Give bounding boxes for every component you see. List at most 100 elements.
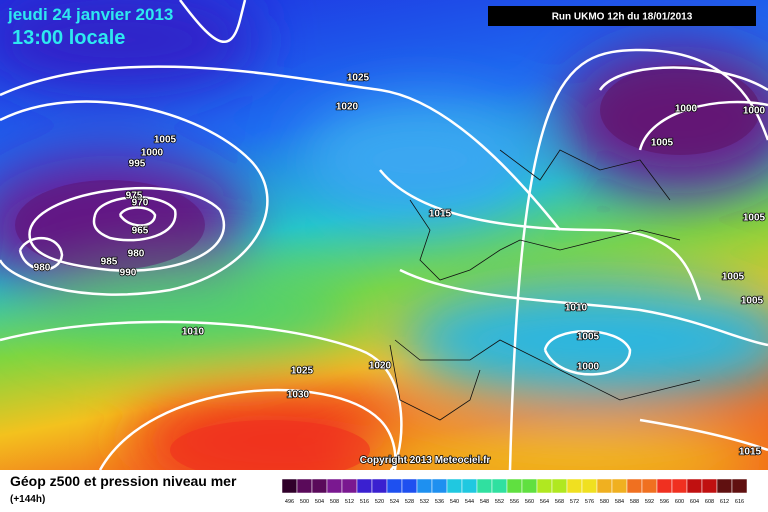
isobar-label: 1015	[429, 209, 452, 220]
isobar-label: 1005	[577, 332, 600, 343]
scale-cell	[536, 478, 553, 494]
scale-cell	[416, 478, 433, 494]
scale-label: 496	[285, 499, 294, 505]
scale-label: 524	[390, 499, 399, 505]
scale-label: 572	[570, 499, 579, 505]
isobar-label: 1025	[291, 366, 314, 377]
isobar-label: 985	[101, 257, 118, 268]
scale-label: 508	[330, 499, 339, 505]
isobar-label: 970	[132, 198, 149, 209]
coastlines	[389, 149, 701, 421]
copyright: Copyright 2013 Meteociel.fr	[360, 455, 491, 466]
scale-label: 608	[705, 499, 714, 505]
isobar-label: 1000	[743, 106, 766, 117]
time: 13:00 locale	[12, 27, 125, 49]
scale-cell	[626, 478, 643, 494]
scale-label: 560	[525, 499, 534, 505]
scale-cell	[656, 478, 673, 494]
isobar-label: 1005	[154, 135, 177, 146]
scale-label: 604	[690, 499, 699, 505]
isobar-label: 980	[34, 263, 51, 274]
scale-label: 540	[450, 499, 459, 505]
scale-label: 616	[735, 499, 744, 505]
scale-label: 576	[585, 499, 594, 505]
isobar-label: 990	[120, 268, 137, 279]
scale-label: 504	[315, 499, 324, 505]
isobar-labels: 1025102010051000995975970965980985990980…	[33, 72, 766, 459]
scale-cell	[581, 478, 598, 494]
scale-label: 588	[630, 499, 639, 505]
scale-label: 528	[405, 499, 414, 505]
date: jeudi 24 janvier 2013	[7, 5, 173, 24]
scale-label: 532	[420, 499, 429, 505]
scale-cell	[611, 478, 628, 494]
scale-cell	[566, 478, 583, 494]
scale-cell	[401, 478, 418, 494]
isobar-label: 1000	[675, 104, 698, 115]
isobar-label: 980	[128, 249, 145, 260]
isobar-label: 1000	[141, 148, 164, 159]
scale-cell	[701, 478, 718, 494]
color-scale: 496 500 504 508 512 516 520 524 528 532 536 540 544 5…	[281, 478, 748, 505]
scale-label: 612	[720, 499, 729, 505]
scale-label: 512	[345, 499, 354, 505]
scale-cell	[371, 478, 388, 494]
scale-label: 580	[600, 499, 609, 505]
isobar-label: 1005	[722, 272, 745, 283]
scale-cell	[686, 478, 703, 494]
isobar-label: 995	[129, 159, 146, 170]
isobars	[0, 0, 768, 470]
isobar-label: 1025	[347, 73, 370, 84]
run-box	[488, 6, 756, 26]
scale-label: 552	[495, 499, 504, 505]
isobar-label: 1030	[287, 390, 310, 401]
scale-label: 596	[660, 499, 669, 505]
scale-cell	[731, 478, 748, 494]
isobar-label: 1020	[336, 102, 359, 113]
isobar-label: 1020	[369, 361, 392, 372]
legend-title: Géop z500 et pression niveau mer	[10, 473, 237, 489]
isobar-label: 1005	[743, 213, 766, 224]
scale-cell	[551, 478, 568, 494]
isobar-label: 1010	[182, 327, 205, 338]
scale-cell	[476, 478, 493, 494]
scale-cell	[521, 478, 538, 494]
isobar-label: 975	[126, 191, 143, 202]
scale-cell	[311, 478, 328, 494]
scale-label: 548	[480, 499, 489, 505]
scale-cell	[506, 478, 523, 494]
scale-cell	[386, 478, 403, 494]
scale-cell	[641, 478, 658, 494]
scale-label: 568	[555, 499, 564, 505]
run-info: Run UKMO 12h du 18/01/2013	[552, 12, 693, 23]
scale-label: 520	[375, 499, 384, 505]
isobar-label: 1010	[565, 303, 588, 314]
scale-label: 544	[465, 499, 474, 505]
scale-cell	[281, 478, 298, 494]
scale-label: 600	[675, 499, 684, 505]
scale-label: 516	[360, 499, 369, 505]
scale-cell	[671, 478, 688, 494]
scale-label: 584	[615, 499, 624, 505]
scale-label: 536	[435, 499, 444, 505]
scale-label: 564	[540, 499, 549, 505]
isobar-label: 1000	[577, 362, 600, 373]
scale-cell	[341, 478, 358, 494]
scale-label: 500	[300, 499, 309, 505]
scale-label: 556	[510, 499, 519, 505]
scale-cell	[461, 478, 478, 494]
scale-label: 592	[645, 499, 654, 505]
scale-cell	[491, 478, 508, 494]
scale-cell	[326, 478, 343, 494]
scale-cell	[356, 478, 373, 494]
scale-cell	[431, 478, 448, 494]
isobar-label: 1015	[739, 447, 762, 458]
scale-cell	[446, 478, 463, 494]
scale-cell	[716, 478, 733, 494]
scale-cell	[296, 478, 313, 494]
isobar-label: 965	[132, 226, 149, 237]
isobar-label: 1005	[651, 138, 674, 149]
scale-cell	[596, 478, 613, 494]
legend-subtitle: (+144h)	[10, 494, 45, 505]
